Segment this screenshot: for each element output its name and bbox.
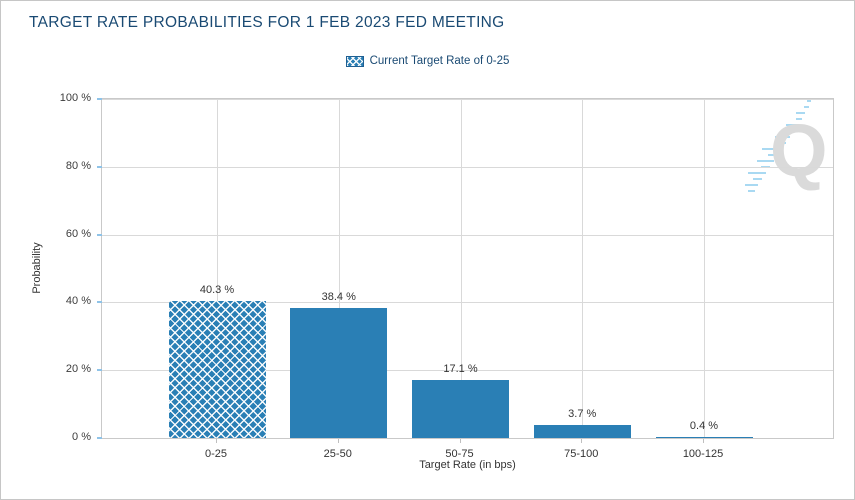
- bar-value-label: 0.4 %: [689, 419, 719, 432]
- y-gridline: [102, 234, 833, 236]
- x-axis-title: Target Rate (in bps): [419, 459, 516, 471]
- y-tick-mark: [97, 98, 102, 100]
- x-tick-label: 25-50: [323, 448, 352, 460]
- x-tick-mark: [703, 439, 704, 443]
- x-tick-label: 0-25: [204, 448, 228, 460]
- x-tick-mark: [216, 439, 217, 443]
- legend[interactable]: Current Target Rate of 0-25: [1, 55, 854, 67]
- bar-value-label: 40.3 %: [199, 284, 235, 297]
- y-axis-title: Probability: [31, 242, 43, 294]
- bar-value-label: 17.1 %: [443, 363, 478, 376]
- y-gridline: [102, 370, 833, 372]
- bar-75-100[interactable]: [533, 425, 631, 438]
- y-gridline: [102, 99, 833, 100]
- y-tick-mark: [97, 301, 102, 304]
- bar-50-75[interactable]: [412, 380, 509, 438]
- y-tick-mark: [97, 437, 102, 439]
- y-tick-label: 40 %: [65, 295, 91, 308]
- x-gridline: [582, 99, 584, 438]
- x-tick-mark: [459, 439, 461, 443]
- watermark-dashes: [745, 100, 811, 192]
- x-gridline: [217, 99, 218, 438]
- y-tick-label: 80 %: [65, 159, 91, 172]
- x-tick-label: 50-75: [445, 448, 474, 460]
- y-tick-mark: [97, 165, 102, 168]
- x-gridline: [460, 99, 462, 438]
- y-tick-label: 100 %: [59, 92, 91, 104]
- legend-label: Current Target Rate of 0-25: [369, 55, 510, 67]
- x-gridline: [704, 99, 705, 438]
- bar-value-label: 3.7 %: [568, 408, 597, 421]
- legend-swatch-crosshatch-icon: [345, 55, 364, 67]
- x-tick-mark: [337, 439, 339, 443]
- x-tick-mark: [581, 439, 583, 443]
- watermark-letter: Q: [770, 109, 828, 192]
- y-gridline: [102, 302, 833, 304]
- plot-area: Q 40.3 % 38.4 % 17.1 % 3.7 % 0.4 %: [97, 98, 834, 439]
- bar-100-125[interactable]: [655, 436, 753, 438]
- y-tick-label: 60 %: [65, 227, 91, 240]
- x-gridline: [338, 99, 340, 438]
- bar-0-25[interactable]: [168, 301, 266, 438]
- y-tick-label: 0 %: [72, 431, 91, 443]
- x-tick-label: 100-125: [682, 448, 724, 460]
- y-tick-mark: [97, 369, 102, 372]
- y-tick-label: 20 %: [65, 363, 91, 376]
- y-tick-mark: [97, 233, 102, 236]
- x-tick-label: 75-100: [564, 448, 599, 460]
- y-gridline: [102, 166, 833, 168]
- watermark-q-logo: Q: [744, 100, 832, 196]
- bar-25-50[interactable]: [290, 307, 388, 438]
- chart-title: TARGET RATE PROBABILITIES FOR 1 FEB 2023…: [29, 14, 505, 31]
- bar-value-label: 38.4 %: [321, 290, 356, 303]
